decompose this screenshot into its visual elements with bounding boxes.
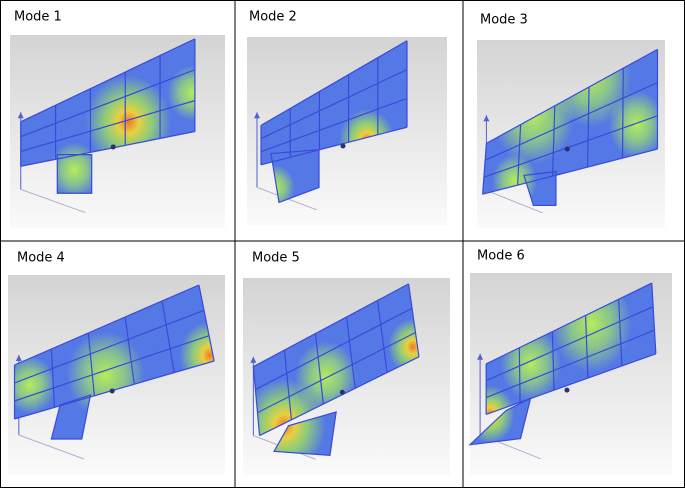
- mesh-line: [584, 315, 589, 379]
- panel-label: Mode 6: [477, 249, 525, 264]
- mesh-line: [283, 350, 293, 420]
- mesh-line: [482, 148, 658, 195]
- mesh-line: [257, 331, 416, 414]
- mesh-line: [376, 300, 388, 373]
- panel-label: Mode 2: [249, 10, 297, 25]
- mesh-line: [14, 335, 210, 402]
- mesh-line: [260, 40, 408, 126]
- mode-panel: Mode 3: [477, 13, 665, 228]
- axis-arrow: [17, 112, 24, 119]
- axis-arrow: [250, 356, 257, 363]
- origin-dot: [340, 143, 346, 149]
- axis-arrow: [483, 115, 490, 122]
- mesh-line: [198, 284, 215, 362]
- mesh-line: [485, 306, 654, 382]
- mesh-line: [260, 69, 408, 140]
- mesh-line: [124, 316, 135, 385]
- origin-dot: [564, 146, 570, 152]
- mesh-flap: [523, 170, 557, 207]
- mesh-line: [482, 143, 487, 195]
- mesh-line: [259, 356, 420, 437]
- axis-arrow: [477, 353, 484, 360]
- mesh-line: [87, 332, 95, 396]
- mesh-line: [260, 126, 408, 166]
- mesh-hotspot: [387, 318, 419, 376]
- mesh-line: [486, 48, 658, 144]
- axis-arrow: [254, 112, 260, 119]
- mesh-line: [14, 309, 205, 384]
- mesh-line: [20, 69, 196, 138]
- mesh-line: [14, 284, 200, 366]
- mesh-line: [20, 130, 196, 167]
- mesh-line: [255, 307, 413, 391]
- mesh-line: [20, 38, 196, 123]
- axis: [20, 188, 86, 214]
- mesh-line: [483, 115, 658, 178]
- mesh-line: [50, 348, 56, 408]
- origin-dot: [564, 387, 570, 393]
- panel-label: Mode 5: [252, 251, 300, 266]
- mesh-line: [253, 283, 409, 368]
- mesh-flap: [270, 149, 320, 204]
- mode-panel: Mode 4: [8, 251, 225, 475]
- mesh-line: [485, 353, 657, 415]
- mode-panel: Mode 5: [243, 251, 450, 475]
- mesh-line: [551, 331, 555, 391]
- origin-dot: [109, 388, 115, 394]
- mesh-line: [260, 97, 408, 153]
- mesh-line: [485, 329, 655, 399]
- mesh-line: [252, 366, 261, 436]
- mesh-flap: [56, 154, 93, 194]
- mesh-hotspot: [14, 356, 56, 414]
- mode-panel: Mode 2: [247, 10, 447, 225]
- panel-label: Mode 1: [14, 10, 62, 25]
- mesh-line: [314, 333, 324, 405]
- mesh-flap: [468, 397, 532, 446]
- panel-label: Mode 3: [480, 13, 528, 28]
- mesh-line: [621, 68, 624, 159]
- mesh-line: [518, 347, 521, 403]
- mesh-line: [20, 100, 196, 153]
- mesh-hotspot: [166, 65, 195, 121]
- mesh-line: [408, 283, 420, 357]
- mesh-line: [586, 86, 590, 168]
- axis: [486, 189, 543, 214]
- mesh-line: [485, 282, 653, 365]
- mesh-line: [345, 316, 356, 389]
- mesh-line: [517, 124, 522, 186]
- mesh-line: [484, 82, 658, 161]
- mesh-line: [618, 299, 623, 366]
- mesh-line: [551, 105, 556, 177]
- origin-dot: [339, 389, 345, 395]
- mode-panel: Mode 6: [468, 249, 672, 475]
- mesh-line: [651, 283, 657, 354]
- mesh-flap: [273, 411, 337, 456]
- origin-dot: [110, 144, 116, 150]
- mesh-hotspot: [48, 142, 101, 194]
- panel-label: Mode 4: [17, 251, 65, 266]
- axis: [18, 434, 85, 460]
- axis-arrow: [15, 355, 22, 361]
- mesh-flap: [50, 394, 92, 440]
- mode-panel: Mode 1: [10, 10, 225, 228]
- mesh-line: [161, 300, 175, 373]
